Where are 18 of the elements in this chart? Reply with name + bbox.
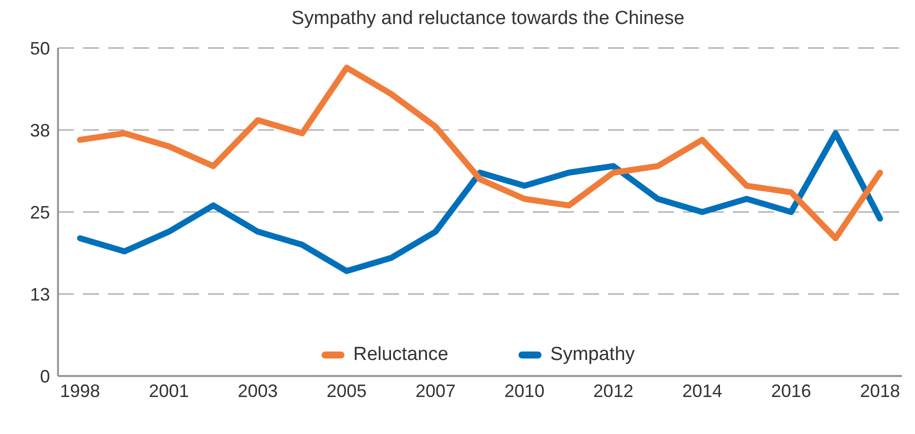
- y-tick-label: 13: [30, 284, 50, 304]
- x-tick-label: 2018: [860, 380, 900, 401]
- chart-title: Sympathy and reluctance towards the Chinese: [290, 8, 686, 31]
- x-tick-label: 1998: [60, 380, 100, 401]
- y-tick-label: 38: [30, 120, 50, 140]
- x-tick-label: 2016: [771, 380, 812, 401]
- y-tick-label: 0: [40, 366, 50, 386]
- x-tick-label: 2003: [238, 380, 278, 401]
- y-tick-label: 50: [30, 38, 50, 58]
- x-tick-label: 2001: [148, 380, 189, 401]
- x-tick-label: 2012: [593, 380, 634, 401]
- x-tick-label: 2014: [682, 380, 722, 401]
- x-tick-label: 2007: [416, 380, 456, 401]
- x-tick-label: 2010: [504, 380, 544, 401]
- x-tick-label: 2005: [326, 380, 367, 401]
- legend-label: Sympathy: [550, 344, 635, 366]
- legend-label: Reluctance: [353, 344, 448, 366]
- y-tick-label: 25: [30, 202, 50, 222]
